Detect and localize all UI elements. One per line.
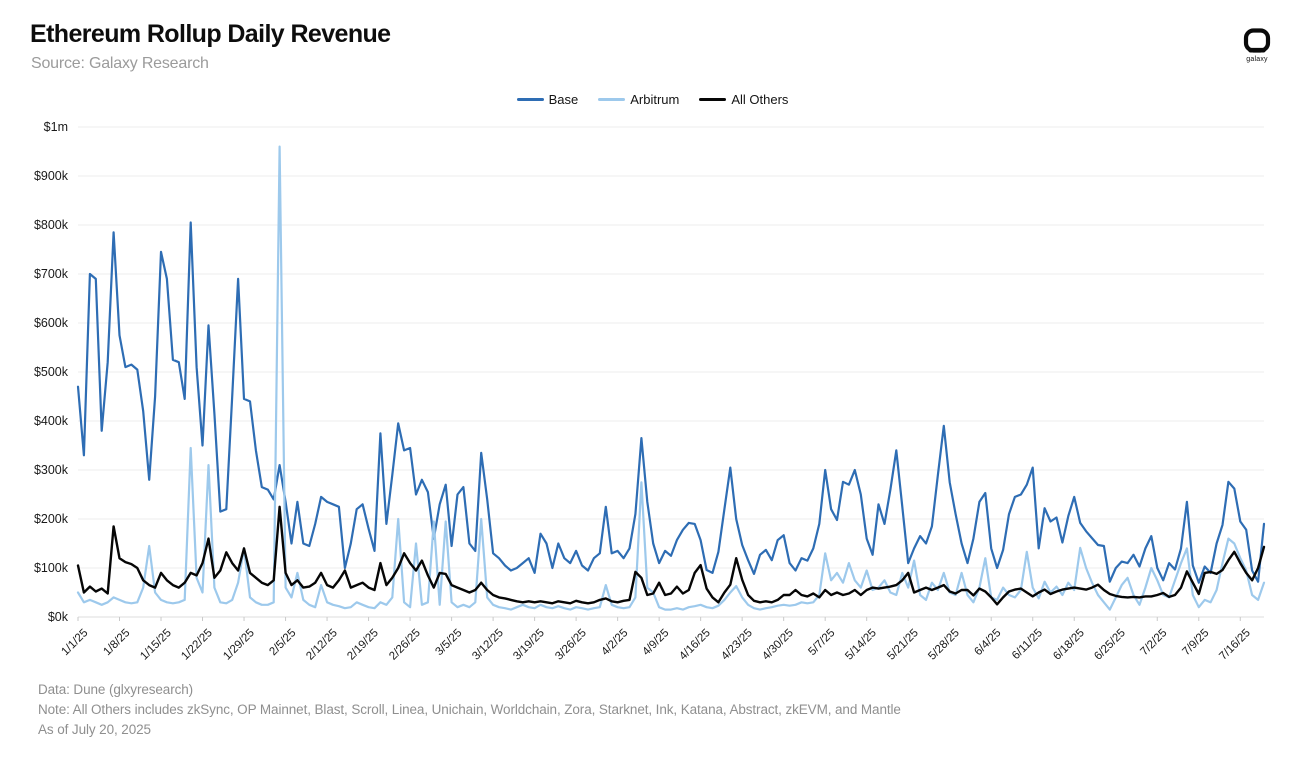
legend-item-all-others: All Others bbox=[699, 92, 788, 107]
source-subtitle: Source: Galaxy Research bbox=[31, 55, 209, 72]
footnote-all-others-note: Note: All Others includes zkSync, OP Mai… bbox=[38, 702, 901, 717]
series-line-base bbox=[76, 221, 1266, 584]
footnote-data-source: Data: Dune (glxyresearch) bbox=[38, 682, 194, 697]
series-line-arbitrum bbox=[76, 145, 1266, 611]
legend-item-arbitrum: Arbitrum bbox=[598, 92, 679, 107]
arbitrum-line-swatch-icon bbox=[598, 98, 626, 101]
chart-legend: Base Arbitrum All Others bbox=[0, 92, 1305, 107]
page-title: Ethereum Rollup Daily Revenue bbox=[30, 20, 391, 48]
galaxy-logo-label: galaxy bbox=[1246, 56, 1268, 63]
galaxy-logo-icon bbox=[1243, 28, 1271, 53]
footnote-as-of-date: As of July 20, 2025 bbox=[38, 722, 151, 737]
series-line-all-others bbox=[76, 505, 1266, 606]
galaxy-logo: galaxy bbox=[1235, 28, 1279, 63]
legend-item-base: Base bbox=[516, 92, 579, 107]
legend-label-all-others: All Others bbox=[731, 92, 789, 107]
all-others-line-swatch-icon bbox=[699, 98, 727, 101]
chart-footnotes: Data: Dune (glxyresearch) Note: All Othe… bbox=[38, 680, 901, 740]
legend-label-arbitrum: Arbitrum bbox=[630, 92, 680, 107]
base-line-swatch-icon bbox=[516, 98, 544, 101]
legend-label-base: Base bbox=[548, 92, 579, 107]
